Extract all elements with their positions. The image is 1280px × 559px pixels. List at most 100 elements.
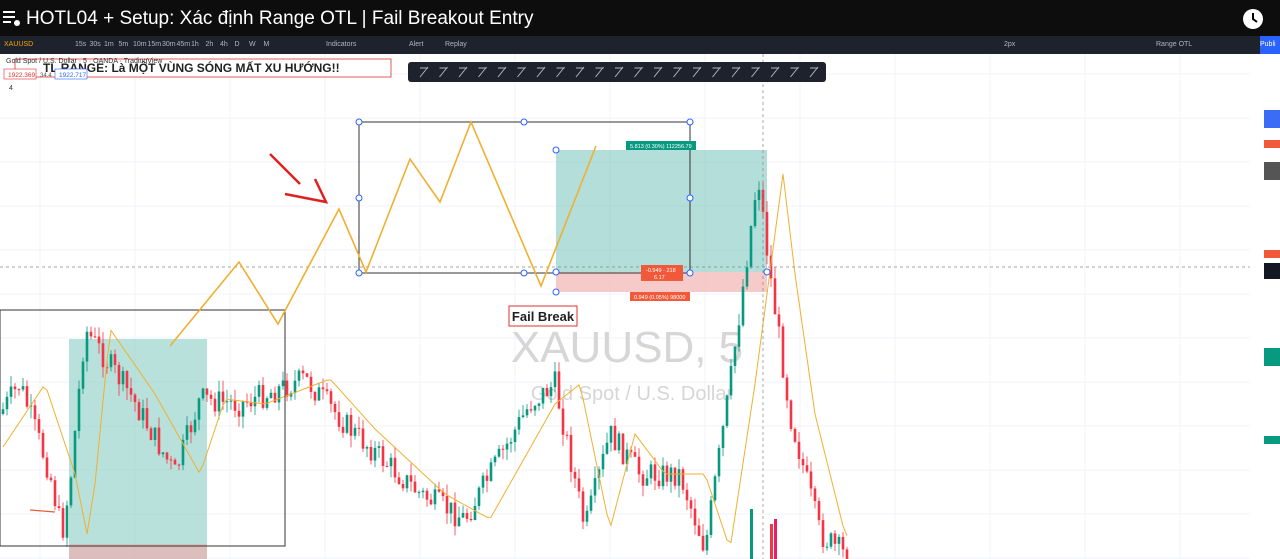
candle-body: [477, 487, 481, 507]
candle-body: [749, 226, 753, 268]
target-tag: [626, 141, 696, 150]
candle-body: [737, 325, 741, 347]
price-tag: [1264, 348, 1280, 366]
indicator-count[interactable]: 4: [9, 85, 13, 92]
publish-button[interactable]: Publi: [1260, 36, 1280, 54]
candle-body: [841, 536, 845, 550]
candle-body: [593, 478, 597, 496]
tool-icon: [458, 66, 468, 78]
interval[interactable]: 30s: [89, 41, 101, 48]
tool-icon: [653, 66, 663, 78]
interval[interactable]: 1h: [191, 41, 199, 48]
tool-icon: [536, 66, 546, 78]
candle-body: [341, 426, 345, 433]
note-box: [14, 58, 392, 78]
watermark-symbol: XAUUSD, 5: [511, 323, 743, 372]
tool-icon: [692, 66, 702, 78]
candle-body: [745, 267, 749, 287]
interval[interactable]: 1m: [104, 41, 114, 48]
candle-body: [329, 391, 333, 404]
candle-body: [317, 387, 321, 401]
candle-body: [161, 452, 165, 455]
price-tag: [1264, 436, 1280, 444]
candle-body: [833, 533, 837, 544]
candle-body: [681, 469, 685, 490]
fail-break-box: [508, 305, 578, 327]
candle-body: [753, 200, 757, 227]
watermark-description: Gold Spot / U.S. Dollar: [531, 383, 734, 405]
candle-body: [577, 478, 581, 492]
candle-body: [197, 398, 201, 420]
replay-button[interactable]: Replay: [445, 41, 467, 48]
candle-body: [157, 427, 161, 455]
interval[interactable]: M: [263, 41, 270, 48]
candle-body: [425, 490, 429, 500]
interval[interactable]: 4h: [220, 41, 228, 48]
price-tag: [1264, 250, 1280, 258]
candle-body: [57, 506, 61, 509]
candle-body: [213, 398, 217, 412]
candle-body: [257, 385, 261, 397]
candle-body: [149, 428, 153, 440]
candle-body: [601, 453, 605, 470]
interval[interactable]: 30m: [162, 41, 176, 48]
candle-body: [73, 431, 77, 478]
candle-body: [653, 464, 657, 481]
tool-icon: [731, 66, 741, 78]
menu-icon[interactable]: [3, 9, 23, 29]
clock-icon[interactable]: [1242, 8, 1266, 32]
interval[interactable]: 15m: [147, 41, 162, 48]
candle-body: [205, 388, 209, 395]
tool-icon: [790, 66, 799, 78]
candle-body: [585, 510, 589, 522]
candle-body: [165, 452, 169, 460]
stop-label: 0.949 (0.05%) 98000: [634, 295, 685, 301]
candle-body: [133, 394, 137, 403]
interval[interactable]: W: [249, 41, 256, 48]
interval[interactable]: 10m: [133, 41, 147, 48]
candle-body: [433, 489, 437, 505]
candle-body: [673, 467, 677, 486]
candle-body: [505, 443, 509, 450]
candle-body: [641, 474, 645, 486]
candle-body: [173, 459, 177, 465]
candle-body: [685, 489, 689, 501]
candle-body: [269, 392, 273, 399]
candle-body: [97, 336, 101, 344]
candle-body: [805, 465, 809, 472]
line-width[interactable]: 2px: [1004, 41, 1016, 48]
interval[interactable]: 45m: [176, 41, 191, 48]
interval[interactable]: 15s: [75, 41, 87, 48]
symbol[interactable]: XAUUSD: [4, 41, 34, 48]
candle-body: [297, 370, 301, 381]
interval[interactable]: 2h: [205, 41, 214, 48]
layout-name[interactable]: Range OTL: [1156, 41, 1193, 48]
arrow-drawing: [29, 509, 56, 513]
candle-body: [789, 400, 793, 429]
interval[interactable]: D: [234, 41, 240, 48]
candle-body: [649, 464, 653, 479]
drawing-toolbar: [408, 62, 826, 82]
note: TL RANGE: Là MỘT VÙNG SÓNG MẤT XU HƯỚNG!…: [43, 60, 340, 75]
alert-button[interactable]: Alert: [409, 41, 424, 48]
candle-body: [189, 425, 193, 433]
candle-body: [589, 495, 593, 511]
candle-body: [517, 417, 521, 430]
candle-body: [357, 427, 361, 429]
candle-body: [733, 346, 737, 366]
candle-body: [53, 480, 57, 507]
candle-body: [281, 380, 285, 387]
indicators-button[interactable]: Indicators: [326, 41, 357, 48]
candles: [1, 173, 849, 559]
candle-body: [457, 517, 461, 527]
candle-body: [353, 427, 357, 436]
candle-body: [181, 439, 185, 466]
interval[interactable]: 5m: [118, 41, 129, 48]
candle-body: [661, 465, 665, 487]
candle-body: [201, 388, 205, 399]
candle-body: [221, 391, 225, 402]
candle-body: [717, 447, 721, 477]
candle-body: [541, 387, 545, 404]
candle-body: [169, 459, 173, 461]
candle-body: [777, 314, 781, 327]
